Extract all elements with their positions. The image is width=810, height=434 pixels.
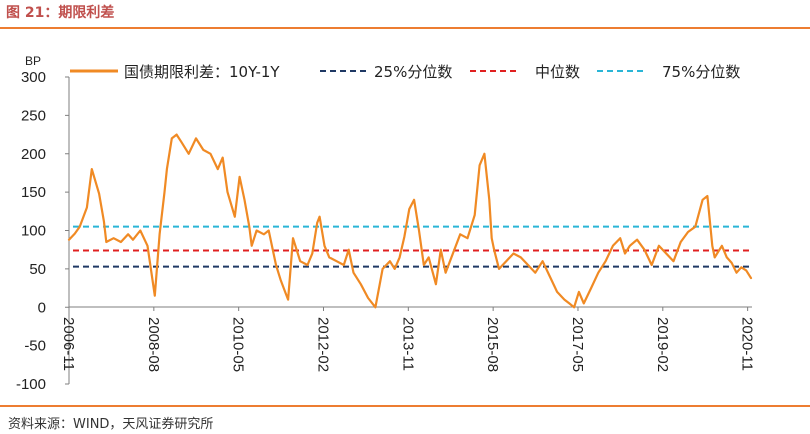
figure-title: 图 21：期限利差 — [6, 5, 115, 21]
x-tick-label: 2008-08 — [145, 317, 162, 372]
x-tick-label: 2006-11 — [60, 317, 77, 371]
source-note: 资料来源：WIND，天风证券研究所 — [8, 417, 214, 432]
chart-legend: 国债期限利差：10Y-1Y 25%分位数 中位数 75%分位数 — [70, 63, 740, 81]
y-tick-label: 150 — [21, 184, 46, 201]
y-tick-label: 50 — [29, 261, 46, 278]
header-rule — [0, 27, 810, 29]
x-tick-label: 2017-05 — [569, 317, 586, 372]
y-tick-label: 0 — [38, 299, 46, 316]
legend-item-median-label: 中位数 — [535, 63, 580, 81]
x-tick-label: 2012-02 — [314, 317, 331, 372]
series-layer — [67, 133, 753, 309]
y-tick-label: 250 — [21, 107, 46, 124]
x-tick-label: 2020-11 — [739, 317, 756, 371]
legend-item-p75-label: 75%分位数 — [662, 63, 740, 81]
x-tick-label: 2015-08 — [484, 317, 501, 372]
y-tick-label: 300 — [21, 69, 46, 86]
legend-item-p25-label: 25%分位数 — [374, 63, 452, 81]
y-tick-label: -100 — [16, 376, 46, 393]
x-tick-label: 2019-02 — [654, 317, 671, 372]
footer-rule — [0, 405, 810, 407]
x-tick-label: 2010-05 — [230, 317, 247, 372]
y-tick-label: -50 — [24, 338, 46, 355]
term-spread-line — [67, 133, 753, 309]
reference-lines — [73, 225, 752, 268]
y-axis-title: BP — [25, 54, 41, 68]
legend-item-term-spread-label: 国债期限利差：10Y-1Y — [124, 63, 280, 81]
y-tick-label: 200 — [21, 146, 46, 163]
y-tick-label: 100 — [21, 223, 46, 240]
x-tick-label: 2013-11 — [399, 317, 416, 371]
